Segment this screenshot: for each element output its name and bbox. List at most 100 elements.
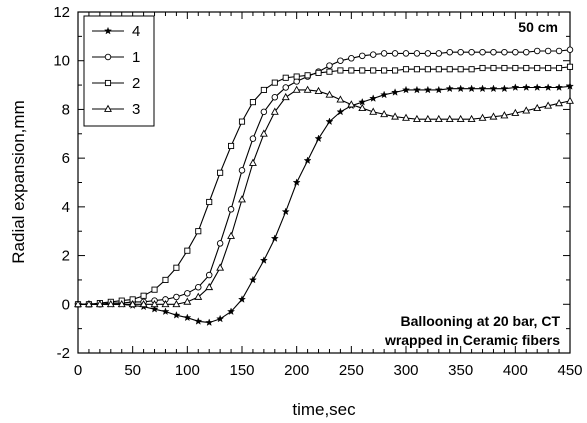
data-point-1 xyxy=(402,50,410,57)
data-point-2 xyxy=(512,64,519,72)
data-point-3 xyxy=(106,299,115,308)
data-point-4 xyxy=(292,178,301,186)
data-point-1 xyxy=(566,46,574,54)
data-point-4 xyxy=(248,275,257,284)
data-point-4 xyxy=(511,83,520,91)
data-point-2 xyxy=(490,64,497,72)
data-point-3 xyxy=(117,299,126,308)
data-point-2 xyxy=(282,74,289,81)
data-point-1 xyxy=(260,108,268,116)
data-point-2 xyxy=(479,64,486,72)
legend-label-1: 1 xyxy=(132,49,140,66)
data-point-2 xyxy=(556,64,563,72)
data-point-2 xyxy=(457,66,464,73)
data-point-3 xyxy=(95,299,104,308)
legend-marker-1 xyxy=(104,53,112,61)
y-tick-label: -2 xyxy=(57,345,70,362)
data-point-4 xyxy=(238,295,246,303)
legend-marker-4 xyxy=(104,26,112,35)
data-point-2 xyxy=(184,247,191,254)
data-point-2 xyxy=(424,66,431,73)
data-point-1 xyxy=(424,50,432,57)
data-point-4 xyxy=(303,156,312,164)
data-point-1 xyxy=(533,47,541,55)
data-point-4 xyxy=(216,314,225,323)
data-point-2 xyxy=(523,64,530,72)
data-point-4 xyxy=(281,207,290,216)
data-point-2 xyxy=(392,67,399,74)
data-point-1 xyxy=(249,135,257,142)
data-point-3 xyxy=(314,86,323,95)
x-tick-label: 50 xyxy=(124,362,141,379)
data-point-3 xyxy=(500,111,509,119)
data-point-1 xyxy=(457,48,464,56)
data-point-1 xyxy=(238,167,246,174)
data-point-4 xyxy=(270,234,279,242)
x-tick-label: 100 xyxy=(175,362,200,379)
y-tick-label: 6 xyxy=(62,150,70,167)
data-point-3 xyxy=(281,92,290,101)
data-point-2 xyxy=(370,67,377,74)
series-line-2 xyxy=(78,66,571,305)
x-tick-label: 400 xyxy=(503,362,528,379)
data-point-1 xyxy=(326,62,333,69)
data-point-4 xyxy=(259,256,268,264)
legend-box xyxy=(83,15,155,127)
data-point-1 xyxy=(227,206,235,213)
data-point-4 xyxy=(402,85,410,94)
data-point-3 xyxy=(533,103,542,112)
legend-label-3: 3 xyxy=(132,101,140,118)
legend-label-2: 2 xyxy=(132,75,140,92)
data-point-4 xyxy=(467,84,476,93)
data-point-3 xyxy=(391,112,400,120)
data-point-3 xyxy=(303,85,312,93)
data-point-2 xyxy=(337,67,344,74)
data-point-1 xyxy=(512,48,519,56)
data-point-2 xyxy=(435,66,442,73)
data-point-2 xyxy=(381,67,388,74)
y-tick-label: 0 xyxy=(62,296,70,313)
data-point-3 xyxy=(402,113,410,121)
series-layer xyxy=(74,46,574,326)
data-point-2 xyxy=(501,64,508,72)
data-point-2 xyxy=(348,67,355,74)
data-point-4 xyxy=(172,311,181,319)
data-point-3 xyxy=(336,95,345,103)
data-point-4 xyxy=(533,83,542,91)
data-point-4 xyxy=(369,94,378,102)
data-point-2 xyxy=(206,198,213,206)
data-point-3 xyxy=(227,231,236,239)
series-3 xyxy=(74,85,574,308)
data-point-1 xyxy=(479,48,486,56)
data-point-1 xyxy=(337,57,344,64)
y-axis-title: Radial expansion,mm xyxy=(9,100,28,263)
data-point-2 xyxy=(304,72,311,79)
legend-marker-3 xyxy=(104,104,112,112)
x-tick-label: 250 xyxy=(339,362,364,379)
data-point-3 xyxy=(259,129,268,137)
data-point-2 xyxy=(151,286,158,293)
series-line-3 xyxy=(78,89,571,305)
data-point-3 xyxy=(84,299,93,308)
data-point-3 xyxy=(456,114,465,123)
y-tick-label: 8 xyxy=(62,101,70,118)
series-line-1 xyxy=(78,49,571,305)
data-point-2 xyxy=(468,66,475,73)
data-point-2 xyxy=(271,79,278,86)
data-point-3 xyxy=(216,263,225,271)
data-point-1 xyxy=(348,55,355,62)
data-point-2 xyxy=(534,64,541,72)
data-point-3 xyxy=(358,103,367,112)
data-point-2 xyxy=(402,66,410,73)
series-line-4 xyxy=(78,85,571,324)
data-point-3 xyxy=(380,109,389,118)
data-point-1 xyxy=(446,48,453,56)
data-point-3 xyxy=(172,299,181,308)
data-point-1 xyxy=(391,50,399,57)
data-point-2 xyxy=(260,86,267,93)
data-point-4 xyxy=(380,90,389,99)
data-point-3 xyxy=(511,108,520,116)
data-point-3 xyxy=(445,114,454,123)
annotation-condition-line1: Ballooning at 20 bar, CT xyxy=(401,313,561,329)
